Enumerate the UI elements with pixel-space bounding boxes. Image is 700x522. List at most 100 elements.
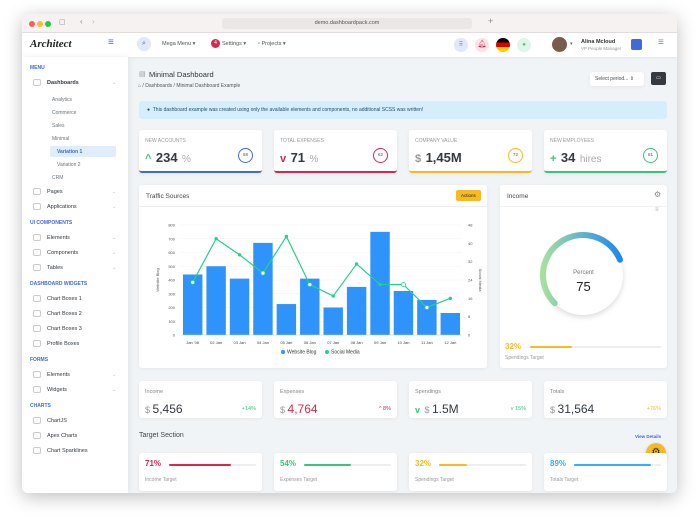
stat-card: NEW EMPLOYEES + 34 hires 81 [544, 130, 667, 173]
projects-menu[interactable]: ▫ Projects ▾ [258, 41, 286, 47]
chevron-down-icon[interactable]: ⌄ [112, 387, 117, 393]
maximize-window-button[interactable] [45, 21, 51, 27]
chartjs-icon [33, 417, 41, 424]
sidebar-item-elements[interactable]: Elements [47, 235, 70, 241]
legend-social-media: Social Media [331, 350, 360, 356]
currency-symbol: $ [550, 405, 558, 415]
sidebar-subitem-variation-1[interactable]: Variation 1 [57, 149, 83, 155]
sidebar-item-components[interactable]: Components [47, 250, 79, 256]
forward-icon[interactable]: › [92, 17, 95, 26]
chevron-down-icon[interactable]: ⌄ [112, 265, 117, 271]
gear-icon[interactable]: ⚙ [654, 190, 662, 199]
stat-label: NEW ACCOUNTS [145, 138, 186, 144]
legend-marker [281, 350, 285, 354]
page-action-button[interactable]: ▭ [651, 72, 666, 85]
mega-menu[interactable]: Mega Menu ▾ [162, 41, 196, 47]
url-bar[interactable]: demo.dashboardpack.com [222, 18, 472, 29]
chevron-down-icon[interactable]: ⌄ [112, 250, 117, 256]
summary-card: Expenses $ 4,764 ^ 8% [274, 381, 397, 418]
x-tick-label: 07 Jan [327, 340, 339, 345]
x-tick-label: 03 Jan [234, 340, 246, 345]
settings-badge: 4 [211, 39, 220, 48]
period-select[interactable]: Select period... ⇕ [590, 72, 644, 86]
hamburger-icon[interactable]: ≡ [108, 37, 114, 48]
status-icon[interactable]: ● [517, 38, 531, 52]
close-window-button[interactable] [29, 21, 35, 27]
sidebar-item-applications[interactable]: Applications [47, 204, 77, 210]
sidebar-subitem-variation-2[interactable]: Variation 2 [57, 162, 81, 168]
chevron-down-icon[interactable]: ⌄ [112, 372, 117, 378]
stat-value-row: + 34 hires [550, 149, 602, 167]
bar-Jan06 [183, 274, 203, 335]
sidebar-item-pages[interactable]: Pages [47, 189, 63, 195]
sidebar-item-chart-boxes-3[interactable]: Chart Boxes 3 [47, 326, 82, 332]
y-tick-label: 200 [168, 305, 175, 310]
summary-value: 4,764 [287, 402, 318, 416]
sidebar-subitem-sales[interactable]: Sales [52, 123, 65, 129]
search-icon[interactable]: ⌕ [137, 37, 151, 51]
x-tick-label: 04 Jan [257, 340, 269, 345]
sidebar-item-tables[interactable]: Tables [47, 265, 63, 271]
sidebar-item-apex-charts[interactable]: Apex Charts [47, 433, 78, 439]
view-details-link[interactable]: View Details [635, 434, 662, 439]
social-media-point [378, 282, 382, 287]
chevron-down-icon[interactable]: ⌄ [112, 189, 117, 195]
sidebar-item-dashboards[interactable]: Dashboards [47, 80, 79, 86]
menu-icon[interactable]: ≡ [658, 37, 664, 48]
bar-06Jan [300, 278, 320, 335]
language-flag-icon[interactable] [496, 38, 510, 52]
browser-titlebar: ▢ ‹ › demo.dashboardpack.com + [22, 14, 677, 33]
target-label: Income Target [145, 477, 177, 483]
home-icon[interactable]: ⌂ [138, 83, 142, 89]
sidebar-item-widgets[interactable]: Widgets [47, 387, 67, 393]
x-tick-label: 06 Jan [304, 340, 316, 345]
sidebar-toggle-icon[interactable]: ▢ [59, 19, 66, 26]
chevron-down-icon[interactable]: ⌄ [112, 235, 117, 241]
applications-icon [33, 203, 41, 210]
chevron-down-icon[interactable]: ⌄ [112, 80, 117, 86]
chevron-down-icon[interactable]: ⌄ [112, 204, 117, 210]
sidebar-item-profile-boxes[interactable]: Profile Boxes [47, 341, 80, 347]
sidebar-section-title: DASHBOARD WIDGETS [30, 281, 88, 287]
social-media-point [307, 282, 313, 287]
target-progress [530, 346, 661, 348]
summary-card: Totals $ 31,564 +76% [544, 381, 667, 418]
stat-prefix: v [280, 153, 287, 165]
sidebar-item-elements[interactable]: Elements [47, 372, 70, 378]
new-tab-icon[interactable]: + [488, 16, 494, 26]
target-progress-fill [304, 464, 351, 466]
x-tick-label: 02 Jan [210, 340, 222, 345]
notifications-bell-icon[interactable]: 🔔︎ [475, 38, 489, 52]
summary-value-row: $ 5,456 [145, 400, 183, 418]
sidebar-item-chartjs[interactable]: ChartJS [47, 418, 67, 424]
sidebar-subitem-analytics[interactable]: Analytics [52, 97, 73, 103]
target-percent: 54% [280, 459, 297, 468]
actions-button[interactable]: Actions [456, 190, 481, 201]
back-icon[interactable]: ‹ [80, 17, 83, 26]
sidebar-item-chart-boxes-1[interactable]: Chart Boxes 1 [47, 296, 82, 302]
sidebar-item-chart-boxes-2[interactable]: Chart Boxes 2 [47, 311, 82, 317]
user-name: Alina Mcloud [581, 39, 616, 45]
bar-08Jan [346, 286, 367, 335]
sidebar-item-chart-sparklines[interactable]: Chart Sparklines [47, 448, 88, 454]
breadcrumb-dashboards[interactable]: Dashboards [145, 83, 173, 89]
social-media-point [331, 294, 335, 298]
traffic-sources-card: Traffic Sources Actions 0 100 200 300 400 500… [139, 185, 487, 368]
chart-menu-icon[interactable]: ≡ [655, 207, 659, 213]
apps-grid-icon[interactable]: ⠿ [454, 38, 468, 52]
stat-label: NEW EMPLOYEES [550, 138, 594, 144]
user-dropdown-icon[interactable]: ▾ [570, 41, 573, 47]
stat-label: COMPANY VALUE [415, 138, 458, 144]
x-tick-label: 08 Jan [351, 340, 363, 345]
user-action-button[interactable] [631, 39, 642, 50]
summary-label: Income [145, 389, 164, 395]
sidebar-subitem-crm[interactable]: CRM [52, 175, 64, 181]
avatar[interactable] [552, 37, 567, 52]
settings-menu[interactable]: Settings ▾ [222, 41, 247, 47]
sidebar-subitem-minimal[interactable]: Minimal [52, 136, 70, 142]
minimize-window-button[interactable] [37, 21, 43, 27]
bar-11Jan [417, 299, 437, 335]
sidebar-subitem-commerce[interactable]: Commerce [52, 110, 77, 116]
currency-symbol: $ [424, 405, 432, 415]
social-media-line [192, 235, 451, 309]
